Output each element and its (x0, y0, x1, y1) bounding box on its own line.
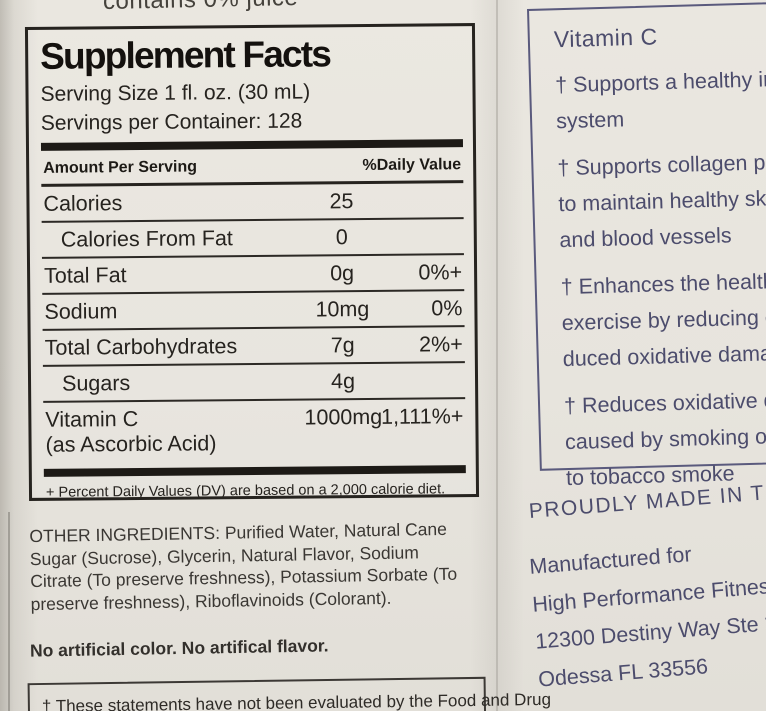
fda-disclaimer-text: † These statements have not been evaluat… (41, 689, 552, 711)
nutrient-dv: 2%+ (418, 331, 463, 357)
fact-row-calories: Calories 25 (41, 182, 464, 223)
nutrient-amount: 0g (330, 260, 355, 285)
benefit-collagen: † Supports collagen pro to maintain heal… (557, 139, 766, 258)
fact-row-sodium: Sodium 10mg 0% (42, 290, 465, 331)
fact-row-total-carbohydrates: Total Carbohydrates 7g 2%+ (42, 326, 465, 367)
benefit-line: † Supports collagen pro (557, 149, 766, 181)
daily-value-header: %Daily Value (362, 156, 462, 175)
fda-disclaimer-box: † These statements have not been evaluat… (27, 676, 552, 711)
benefit-exercise: † Enhances the healthy exercise by reduc… (560, 258, 766, 377)
nutrient-dv: 0% (431, 295, 463, 320)
servings-per-container: Servings per Container: 128 (40, 109, 303, 135)
facts-header-row: Amount Per Serving %Daily Value (41, 147, 463, 184)
amount-per-serving-header: Amount Per Serving (43, 158, 198, 177)
nutrient-dv: 1,111%+ (380, 403, 464, 429)
benefit-line: † Enhances the healthy (560, 268, 766, 300)
supplement-facts-title: Supplement Facts (40, 33, 331, 77)
nutrient-amount: 25 (329, 188, 354, 213)
serving-size: Serving Size 1 fl. oz. (30 mL) (40, 80, 311, 106)
nutrient-subname: (as Ascorbic Acid) (45, 430, 217, 457)
left-panel-edge (8, 512, 10, 711)
nutrient-amount: 4g (330, 368, 356, 393)
fact-row-total-fat: Total Fat 0g 0%+ (41, 254, 465, 295)
nutrient-amount: 0 (335, 224, 348, 249)
fact-row-sugars: Sugars 4g (42, 362, 466, 403)
daily-value-footnote: + Percent Daily Values (DV) are based on… (45, 480, 446, 501)
supplement-facts-panel: Supplement Facts Serving Size 1 fl. oz. … (24, 23, 480, 501)
benefits-title: Vitamin C (553, 23, 658, 53)
fact-row-calories-from-fat: Calories From Fat 0 (41, 218, 464, 259)
benefit-line: † Supports a healthy im (554, 66, 766, 98)
fact-row-vitamin-c: Vitamin C (as Ascorbic Acid) 1000mg 1,11… (43, 399, 466, 464)
benefit-immune: † Supports a healthy im system (555, 56, 766, 139)
benefit-smoking: † Reduces oxidative da caused by smoking… (564, 377, 766, 496)
manufacturer-address: Manufactured for High Performance Fitnes… (528, 529, 766, 698)
nutrient-dv: 0%+ (418, 259, 463, 285)
nutrient-amount: 10mg (315, 296, 370, 321)
no-artificial-claim: No artificial color. No artifical flavor… (29, 635, 329, 661)
juice-content-note: contains 0% juice (103, 0, 299, 16)
benefit-line: † Reduces oxidative da (563, 387, 766, 419)
label-panel-seam (496, 0, 498, 711)
benefits-panel: Vitamin C † Supports a healthy im system… (527, 0, 766, 490)
nutrient-amount: 7g (330, 332, 355, 357)
other-ingredients: OTHER INGREDIENTS: Purified Water, Natur… (29, 517, 505, 615)
